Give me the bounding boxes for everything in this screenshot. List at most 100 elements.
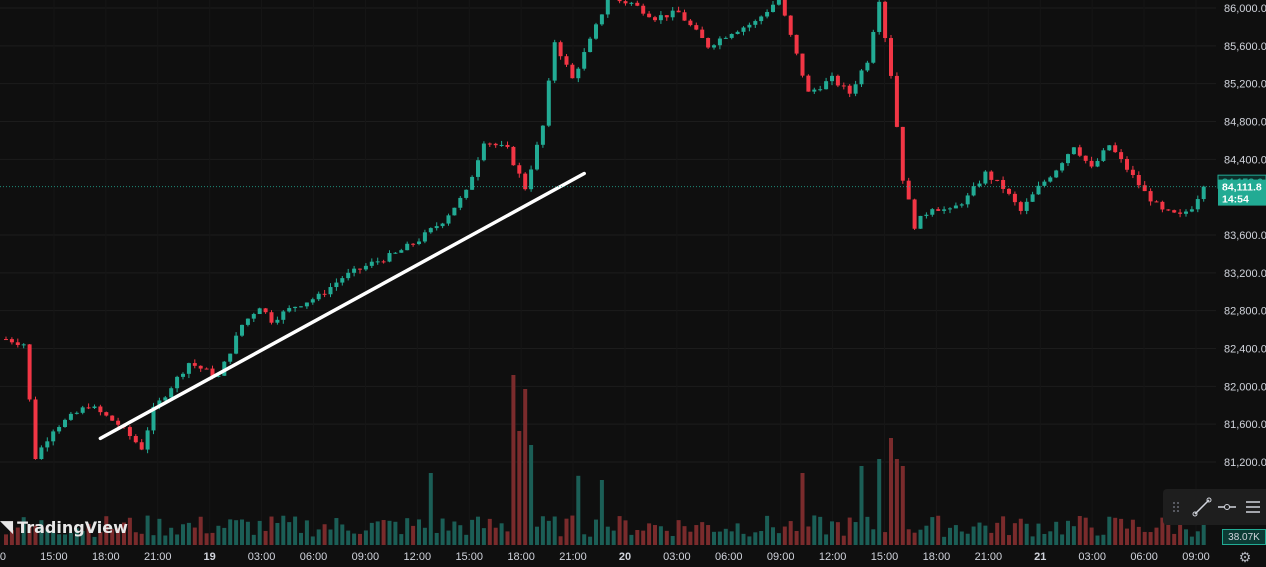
volume-bar xyxy=(800,473,805,545)
volume-bar xyxy=(1119,518,1124,545)
candle xyxy=(487,142,492,147)
volume-bar xyxy=(358,533,362,545)
brand-label: TradingView xyxy=(17,517,128,537)
candle xyxy=(570,63,575,79)
more-tools-icon[interactable] xyxy=(1240,494,1266,520)
volume-bar xyxy=(552,516,557,545)
candle-body xyxy=(481,143,486,161)
candle xyxy=(747,22,752,32)
time-tick-label: 21 xyxy=(1034,551,1046,563)
time-tick-label: 15:00 xyxy=(455,551,483,563)
candle-body xyxy=(936,209,941,211)
settings-gear-icon[interactable]: ⚙ xyxy=(1238,548,1252,565)
candle xyxy=(989,170,994,184)
candle xyxy=(906,177,911,200)
candle-body xyxy=(1071,147,1076,155)
candle xyxy=(15,338,20,348)
candle-body xyxy=(434,226,439,229)
price-tick-label: 85,200.0 xyxy=(1224,79,1266,91)
candle-body xyxy=(198,365,203,369)
candle xyxy=(340,276,345,286)
volume-bar xyxy=(594,519,598,545)
price-tick-label: 85,600.0 xyxy=(1224,41,1266,53)
candle-body xyxy=(470,176,475,190)
candle-body xyxy=(906,180,911,200)
candle-body xyxy=(127,427,132,437)
drag-handle-icon[interactable] xyxy=(1163,494,1189,520)
candle xyxy=(741,26,746,36)
volume-bar xyxy=(1071,526,1076,545)
candle xyxy=(959,202,964,208)
time-scale: 00 15:00 18:00 21:00 19 03:00 06:00 09:00 12:00 1… xyxy=(0,551,1210,563)
candle xyxy=(310,297,315,305)
candle xyxy=(517,162,522,178)
volume-bar xyxy=(98,531,103,545)
candle xyxy=(1172,209,1177,214)
candle xyxy=(835,74,840,88)
volume-bar xyxy=(936,515,941,545)
volume-bar xyxy=(293,516,298,545)
volume-bar xyxy=(198,516,203,545)
candle-body xyxy=(358,268,362,270)
volume-bar xyxy=(1036,523,1041,545)
volume-bar xyxy=(127,517,132,545)
candle xyxy=(68,411,73,421)
candle-body xyxy=(363,265,368,270)
candle xyxy=(936,207,941,212)
candle xyxy=(133,434,138,444)
candle xyxy=(1113,142,1118,153)
volume-bar xyxy=(889,438,893,545)
candle-body xyxy=(393,252,398,254)
price-tick-label: 82,800.0 xyxy=(1224,306,1266,318)
volume-bar xyxy=(806,526,811,545)
horizontal-ray-icon[interactable] xyxy=(1215,494,1241,520)
volume-bar xyxy=(1030,536,1035,545)
candle xyxy=(175,375,180,393)
volume-bar xyxy=(676,520,681,545)
candle-body xyxy=(664,15,669,18)
volume-bar xyxy=(340,524,345,545)
candle-body xyxy=(411,243,416,245)
candle-body xyxy=(1130,169,1135,176)
candle-body xyxy=(499,144,504,146)
candle-body xyxy=(9,339,14,343)
candle xyxy=(765,9,770,19)
candle-body xyxy=(771,4,775,12)
volume-bar xyxy=(617,516,622,545)
candle xyxy=(192,359,197,369)
volume-bar xyxy=(393,521,398,545)
volume-bar xyxy=(139,533,144,545)
volume-bar xyxy=(310,536,315,545)
volume-bar xyxy=(299,532,303,545)
trendline-tool-icon[interactable] xyxy=(1189,494,1215,520)
candle xyxy=(658,11,663,24)
volume-bar xyxy=(304,520,309,545)
candle-body xyxy=(269,312,274,323)
candle xyxy=(257,307,262,315)
candle-body xyxy=(493,143,498,146)
volume-bar xyxy=(653,525,657,545)
candle-body xyxy=(971,186,976,196)
volume-bar xyxy=(682,526,687,545)
candle xyxy=(1184,209,1188,217)
candle xyxy=(1024,198,1029,215)
volume-bar xyxy=(700,522,705,545)
volume-bar xyxy=(900,466,905,545)
volume-bar xyxy=(251,534,256,545)
candle xyxy=(293,306,298,312)
candle xyxy=(240,324,244,337)
candle xyxy=(523,172,528,191)
volume-bar xyxy=(771,527,775,545)
volume-bar xyxy=(228,519,233,545)
candle xyxy=(1060,161,1065,173)
candle xyxy=(818,85,823,92)
trend-line xyxy=(98,171,586,441)
volume-bar xyxy=(782,526,787,545)
candle xyxy=(529,165,534,192)
volume-bar xyxy=(369,522,374,545)
candle-body xyxy=(694,25,699,30)
time-tick-label: 18:00 xyxy=(92,551,120,563)
candle xyxy=(493,142,498,148)
candle-body xyxy=(157,400,162,407)
